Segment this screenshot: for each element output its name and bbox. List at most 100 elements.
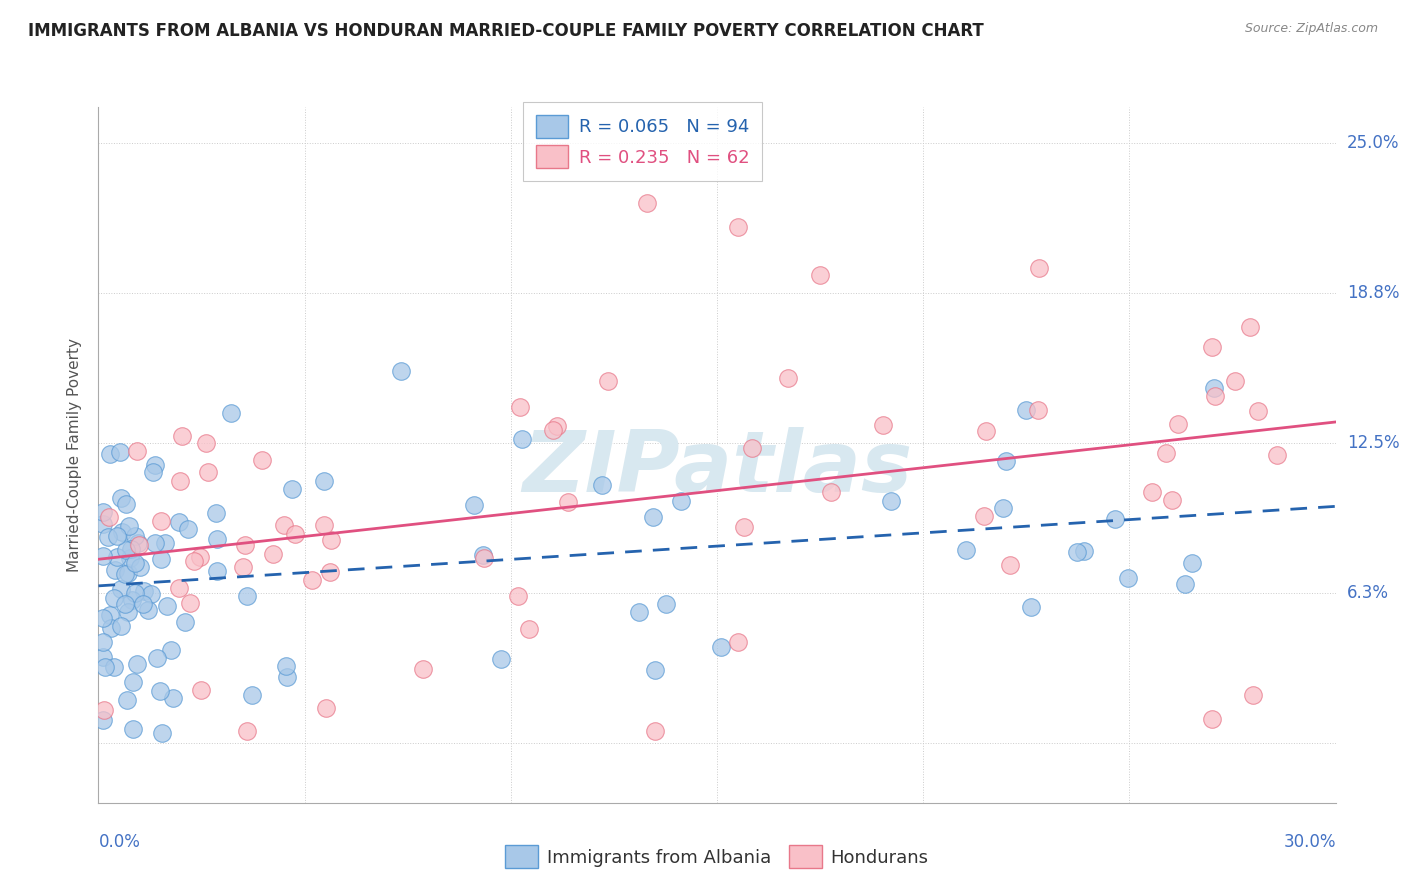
Point [644,663,666,677]
Point [205,533,228,547]
Point [104,563,127,577]
Text: 18.8%: 18.8% [1347,284,1399,302]
Point [391,364,413,378]
Point [143,458,166,473]
Point [654,597,676,611]
Point [669,494,692,508]
Point [155,536,177,550]
Point [167,581,190,595]
Point [94,659,117,673]
Point [1140,485,1163,500]
Point [284,526,307,541]
Point [207,564,229,578]
Point [121,722,143,736]
Point [148,684,170,698]
Point [314,517,336,532]
Point [194,435,217,450]
Point [644,723,666,738]
Point [591,478,613,492]
Point [156,599,179,613]
Point [110,619,132,633]
Legend: Immigrants from Albania, Hondurans: Immigrants from Albania, Hondurans [496,836,938,877]
Point [150,725,173,739]
Point [242,689,264,703]
Point [111,525,134,540]
Point [141,587,163,601]
Point [110,582,132,596]
Point [183,554,205,568]
Point [129,560,152,574]
Point [98,509,121,524]
Point [150,552,173,566]
Point [91,713,114,727]
Point [301,574,323,588]
Point [312,474,335,488]
Point [1019,599,1042,614]
Point [596,374,619,388]
Point [489,652,512,666]
Point [124,556,146,570]
Point [121,675,143,690]
Y-axis label: Married-Couple Family Poverty: Married-Couple Family Poverty [67,338,83,572]
Point [100,621,122,635]
Point [262,547,284,561]
Point [995,454,1018,468]
Text: 12.5%: 12.5% [1347,434,1399,452]
Point [162,691,184,706]
Point [91,649,114,664]
Point [1223,374,1246,388]
Text: 25.0%: 25.0% [1347,134,1399,152]
Point [974,425,997,439]
Point [1174,576,1197,591]
Point [103,591,125,606]
Point [250,452,273,467]
Point [128,538,150,552]
Point [315,701,337,715]
Point [197,465,219,479]
Point [778,371,800,385]
Point [273,518,295,533]
Point [167,515,190,529]
Point [741,441,763,455]
Point [274,659,297,673]
Point [91,549,114,563]
Point [510,432,533,446]
Point [235,723,257,738]
Point [1201,712,1223,726]
Point [146,650,169,665]
Point [114,597,136,611]
Point [1015,403,1038,417]
Point [733,519,755,533]
Point [103,660,125,674]
Point [124,586,146,600]
Point [127,536,149,550]
Point [136,602,159,616]
Point [955,543,977,558]
Point [98,607,121,622]
Point [177,522,200,536]
Point [125,444,148,458]
Point [232,559,254,574]
Point [117,566,139,580]
Point [872,418,894,433]
Point [1204,389,1226,403]
Point [1066,545,1088,559]
Point [125,657,148,672]
Point [236,589,259,603]
Point [1028,260,1050,275]
Point [118,551,141,566]
Point [150,514,173,528]
Point [105,529,128,543]
Point [179,596,201,610]
Point [319,565,342,579]
Point [546,419,568,434]
Point [115,543,138,558]
Point [1201,340,1223,354]
Point [110,491,132,506]
Point [1204,381,1226,395]
Point [233,538,256,552]
Point [174,615,197,629]
Point [190,682,212,697]
Point [820,484,842,499]
Point [91,517,114,532]
